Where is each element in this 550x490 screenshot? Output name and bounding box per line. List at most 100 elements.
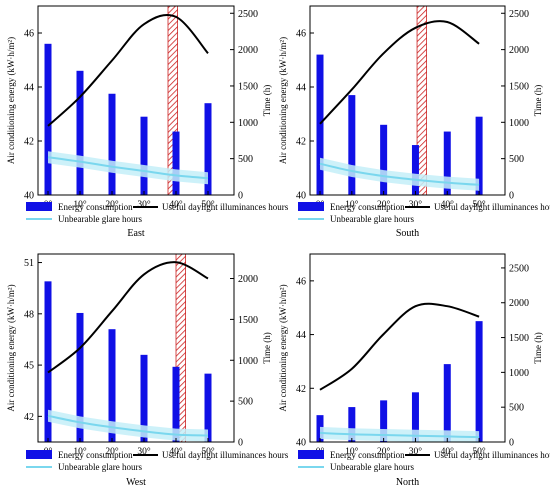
y-tick-label: 42 <box>24 137 34 148</box>
y2-tick-label: 0 <box>509 191 514 202</box>
y2-tick-label: 500 <box>509 154 524 165</box>
y2-tick-label: 0 <box>509 438 514 449</box>
energy-bar <box>316 54 324 195</box>
legend: Energy consumption Useful daylight illumi… <box>298 450 550 472</box>
energy-bar <box>204 103 212 195</box>
energy-bar <box>411 392 419 442</box>
y-tick-label: 40 <box>296 438 306 449</box>
x-tick-label: 20° <box>377 446 391 457</box>
x-tick-label: 30° <box>137 199 151 210</box>
legend-label-energy: Energy consumption <box>58 450 133 460</box>
legend-label-udi: Useful daylight illuminances hours <box>434 202 550 212</box>
y-tick-label: 40 <box>24 191 34 202</box>
legend-swatch-energy <box>298 450 324 459</box>
y2-tick-label: 1000 <box>238 118 258 129</box>
energy-bar <box>443 364 451 442</box>
x-tick-label: 40° <box>169 446 183 457</box>
y-tick-label: 45 <box>24 361 34 372</box>
legend-label-energy: Energy consumption <box>330 202 405 212</box>
plot-frame <box>37 253 235 443</box>
x-tick-label: 50° <box>472 199 486 210</box>
y2-tick-label: 1500 <box>238 315 258 326</box>
panel-caption: North <box>396 477 419 488</box>
y-axis-title: Air conditioning energy (kW·h/m²) <box>278 284 288 411</box>
y2-tick-label: 1500 <box>509 333 529 344</box>
glare-line <box>319 162 480 186</box>
legend-label-glare: Unbearable glare hours <box>58 214 142 224</box>
y2-tick-label: 2000 <box>238 274 258 285</box>
glare-confidence-band <box>320 157 480 191</box>
udi-line <box>319 302 480 391</box>
glare-line <box>47 414 209 437</box>
panel-caption: South <box>396 228 419 239</box>
energy-bar <box>380 400 388 442</box>
udi-line <box>47 13 209 127</box>
legend-label-energy: Energy consumption <box>58 202 133 212</box>
y2-tick-label: 2500 <box>509 9 529 20</box>
energy-bar <box>443 131 451 195</box>
energy-bar <box>204 373 212 442</box>
legend-swatch-energy <box>26 202 52 211</box>
panel-caption: East <box>127 228 144 239</box>
y2-axis-title: Time (h) <box>262 85 272 116</box>
legend-label-udi: Useful daylight illuminances hours <box>162 202 289 212</box>
x-tick-label: 20° <box>377 199 391 210</box>
x-tick-label: 10° <box>73 446 87 457</box>
energy-bar <box>172 131 180 195</box>
energy-bar <box>411 145 419 195</box>
energy-bar <box>140 354 148 442</box>
energy-bar <box>475 321 483 442</box>
y-tick-label: 44 <box>24 83 34 94</box>
energy-bar <box>475 116 483 195</box>
energy-bar <box>348 95 356 195</box>
y-tick-label: 46 <box>296 29 306 40</box>
legend-swatch-energy <box>26 450 52 459</box>
y-tick-label: 46 <box>296 276 306 287</box>
y-axis-title: Air conditioning energy (kW·h/m²) <box>6 284 16 411</box>
glare-confidence-band <box>48 151 208 185</box>
x-tick-label: 30° <box>137 446 151 457</box>
y2-axis-title: Time (h) <box>533 332 543 363</box>
energy-bar <box>76 312 84 442</box>
energy-bar <box>76 70 84 195</box>
y2-tick-label: 0 <box>238 438 243 449</box>
y2-tick-label: 500 <box>509 403 524 414</box>
energy-bar <box>108 93 116 195</box>
legend-label-udi: Useful daylight illuminances hours <box>162 450 289 460</box>
legend-label-glare: Unbearable glare hours <box>330 462 414 472</box>
x-tick-label: 10° <box>345 199 359 210</box>
udi-line <box>319 20 480 125</box>
energy-bar <box>348 407 356 442</box>
x-tick-label: 10° <box>345 446 359 457</box>
energy-bar <box>140 116 148 195</box>
x-tick-label: 40° <box>441 446 455 457</box>
legend: Energy consumption Useful daylight illumi… <box>26 450 289 472</box>
panel-north: 40424446050010001500200025000°10°20°30°4… <box>278 253 550 488</box>
y2-tick-label: 2000 <box>509 45 529 56</box>
x-tick-label: 50° <box>472 446 486 457</box>
y2-tick-label: 500 <box>238 154 253 165</box>
glare-line <box>47 156 209 180</box>
energy-bar <box>44 43 52 195</box>
y-axis-title: Air conditioning energy (kW·h/m²) <box>6 37 16 164</box>
panel-east: 40424446050010001500200025000°10°20°30°4… <box>6 5 289 239</box>
panel-south: 40424446050010001500200025000°10°20°30°4… <box>278 5 550 239</box>
legend-label-energy: Energy consumption <box>330 450 405 460</box>
legend-label-glare: Unbearable glare hours <box>330 214 414 224</box>
energy-bar <box>380 124 388 195</box>
y-tick-label: 46 <box>24 29 34 40</box>
x-tick-label: 40° <box>169 199 183 210</box>
y-tick-label: 40 <box>296 191 306 202</box>
legend: Energy consumption Useful daylight illumi… <box>298 202 550 224</box>
legend: Energy consumption Useful daylight illumi… <box>26 202 289 224</box>
x-tick-label: 30° <box>409 446 423 457</box>
udi-line <box>47 261 209 374</box>
energy-bar <box>172 366 180 442</box>
x-tick-label: 50° <box>201 446 215 457</box>
y2-tick-label: 2500 <box>238 9 258 20</box>
glare-line <box>319 431 480 439</box>
y2-tick-label: 1500 <box>238 81 258 92</box>
y2-tick-label: 1500 <box>509 81 529 92</box>
y-tick-label: 42 <box>296 137 306 148</box>
